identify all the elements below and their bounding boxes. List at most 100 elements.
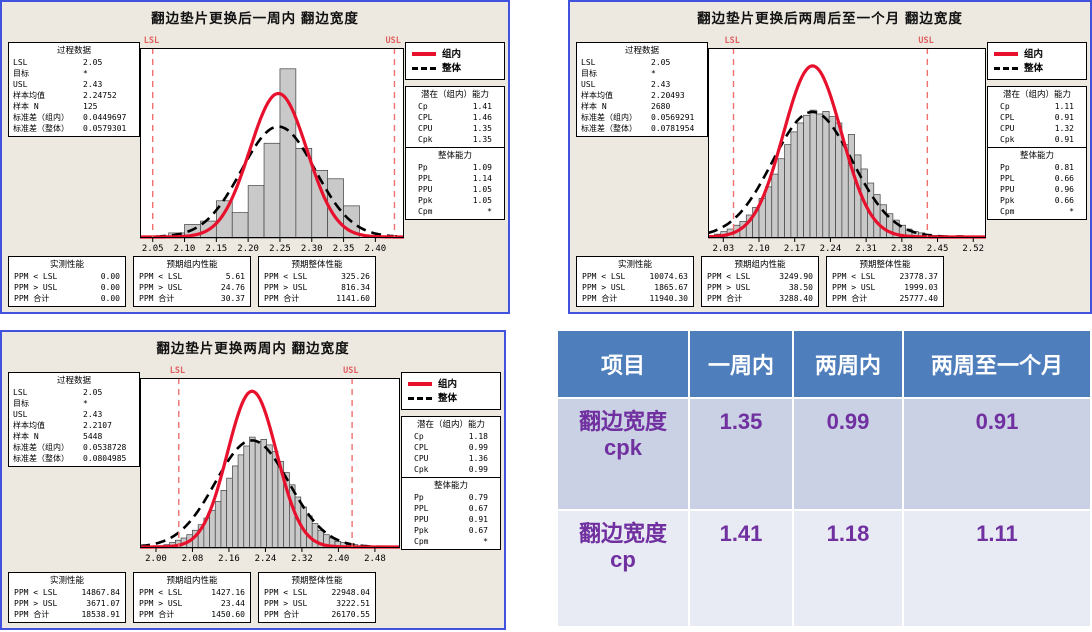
capability-row: CPL 0.91 [992, 112, 1082, 123]
stat-value: 3671.07 [86, 599, 120, 608]
within-capability-title: 潜在（组内）能力 [1002, 90, 1071, 100]
stat-label: PPM < LSL [139, 272, 183, 281]
summary-header-row: 项目 一周内 两周内 两周至一个月 [558, 331, 1090, 397]
histogram-bar [854, 154, 862, 239]
stat-value: 0.99 [468, 465, 488, 474]
legend-box: 组内 整体 [405, 42, 505, 80]
histogram-bar [226, 477, 233, 549]
stat-label: CPU [1000, 124, 1015, 133]
chart-title: 翻边垫片更换后一周内 翻边宽度 [151, 11, 359, 26]
stat-label: PPM 合计 [139, 294, 175, 303]
stat-label: PPM 合计 [139, 610, 175, 619]
stat-label: Cpm [414, 537, 429, 546]
stat-label: USL [581, 80, 596, 89]
ppm-row: PPM > USL 23.44 [139, 598, 245, 609]
stat-value: 0.00 [100, 294, 120, 303]
plot-area [140, 48, 405, 244]
stat-label: PPL [1000, 174, 1015, 183]
histogram-bar [828, 116, 836, 239]
stat-label: Cpk [1000, 135, 1015, 144]
stat-value: 2.20493 [651, 91, 685, 100]
stat-label: Cp [414, 432, 424, 441]
process-data-row: USL 2.43 [13, 79, 135, 90]
performance-boxes: 实测性能 PPM < LSL 0.00 PPM > USL 0.00 PPM 合计 0.00… [8, 256, 376, 307]
summary-col-header-0: 项目 [558, 331, 688, 397]
process-data-title: 过程数据 [624, 46, 659, 56]
performance-boxes: 实测性能 PPM < LSL 14867.84 PPM > USL 3671.07 PPM… [8, 572, 376, 623]
capability-divider [988, 147, 1086, 148]
capability-row: Cpk 0.91 [992, 134, 1082, 145]
summary-value-cell: 1.18 [794, 511, 902, 626]
process-data-box: 过程数据 LSL 2.05 目标 * USL 2.43 样本均值 2.20493 样本 N 2680… [576, 42, 708, 137]
histogram-bar [777, 158, 785, 239]
stat-value: 2.05 [651, 58, 671, 67]
stat-label: 样本 N [13, 102, 39, 111]
capability-chart-panel-week1: 翻边垫片更换后一周内 翻边宽度 过程数据 LSL 2.05 目标 * USL 2.43 样本均值… [0, 0, 510, 314]
histogram-bar [765, 186, 773, 239]
stat-value: 325.26 [341, 272, 370, 281]
stat-label: 标准差（整体） [13, 454, 69, 463]
histogram-bar [796, 122, 804, 239]
stat-label: LSL [13, 388, 28, 397]
stat-value: 25777.40 [899, 294, 938, 303]
stat-value: 5448 [83, 432, 103, 441]
stat-label: 目标 [13, 399, 29, 408]
within-curve [140, 91, 404, 239]
ppm-row: PPM 合计 18538.91 [14, 609, 120, 620]
stat-label: PPM > USL [264, 599, 308, 608]
ppm-row: PPM < LSL 10074.63 [582, 271, 688, 282]
summary-table-grid: 项目 一周内 两周内 两周至一个月 翻边宽度 cpk 1.35 0.99 0.91 翻边宽度 cp 1… [556, 329, 1092, 628]
performance-box-title: 实测性能 [49, 576, 84, 586]
lsl-label: LSL [143, 36, 160, 46]
stat-value: 816.34 [341, 283, 370, 292]
capability-row: Cp 1.41 [410, 101, 500, 112]
process-data-row: 目标 * [13, 398, 135, 409]
capability-row: CPU 1.35 [410, 123, 500, 134]
stat-label: Ppk [414, 526, 429, 535]
stat-label: PPM > USL [832, 283, 876, 292]
performance-box: 预期整体性能 PPM < LSL 22948.04 PPM > USL 3222.51 P… [258, 572, 376, 623]
stat-label: PPM > USL [139, 599, 183, 608]
capability-histogram-svg [707, 48, 986, 242]
stat-value: 22948.04 [331, 588, 370, 597]
stat-label: 样本 N [13, 432, 39, 441]
stat-label: PPM < LSL [832, 272, 876, 281]
ppm-row: PPM > USL 816.34 [264, 282, 370, 293]
histogram-bar [254, 441, 262, 549]
performance-box: 预期组内性能 PPM < LSL 3249.90 PPM > USL 38.50 PPM … [701, 256, 819, 307]
stat-label: Cp [418, 102, 428, 111]
stat-label: PPM < LSL [582, 272, 626, 281]
summary-row-label: 翻边宽度 cp [558, 511, 688, 626]
stat-value: 18538.91 [81, 610, 120, 619]
ppm-row: PPM > USL 3671.07 [14, 598, 120, 609]
stat-value: 0.0579301 [83, 124, 127, 133]
stat-value: * [487, 207, 492, 216]
stat-value: 0.0569291 [651, 113, 695, 122]
stat-label: 标准差（组内） [13, 443, 69, 452]
ppm-row: PPM > USL 3222.51 [264, 598, 370, 609]
capability-histogram-svg [140, 48, 405, 242]
stat-label: 样本均值 [13, 91, 45, 100]
capability-row: Cpm * [410, 206, 500, 217]
stat-value: 38.50 [788, 283, 813, 292]
stat-value: 24.76 [220, 283, 245, 292]
overall-curve [140, 125, 405, 239]
stat-value: 0.67 [468, 526, 488, 535]
stat-value: 1141.60 [336, 294, 370, 303]
stat-value: * [651, 69, 656, 78]
summary-table: 项目 一周内 两周内 两周至一个月 翻边宽度 cpk 1.35 0.99 0.91 翻边宽度 cp 1… [556, 329, 1092, 632]
process-data-row: 样本 N 2680 [581, 101, 703, 112]
legend-box: 组内 整体 [401, 372, 501, 410]
stat-label: PPM > USL [14, 283, 58, 292]
stat-label: PPU [414, 515, 429, 524]
stat-label: Cp [1000, 102, 1010, 111]
stat-value: * [83, 399, 88, 408]
stat-value: * [83, 69, 88, 78]
stat-label: PPM > USL [14, 599, 58, 608]
performance-box-title: 实测性能 [617, 260, 652, 270]
stat-label: CPL [414, 443, 429, 452]
stat-value: 1427.16 [211, 588, 245, 597]
x-tick-label: 2.24 [254, 554, 277, 564]
stat-value: 1865.67 [654, 283, 688, 292]
